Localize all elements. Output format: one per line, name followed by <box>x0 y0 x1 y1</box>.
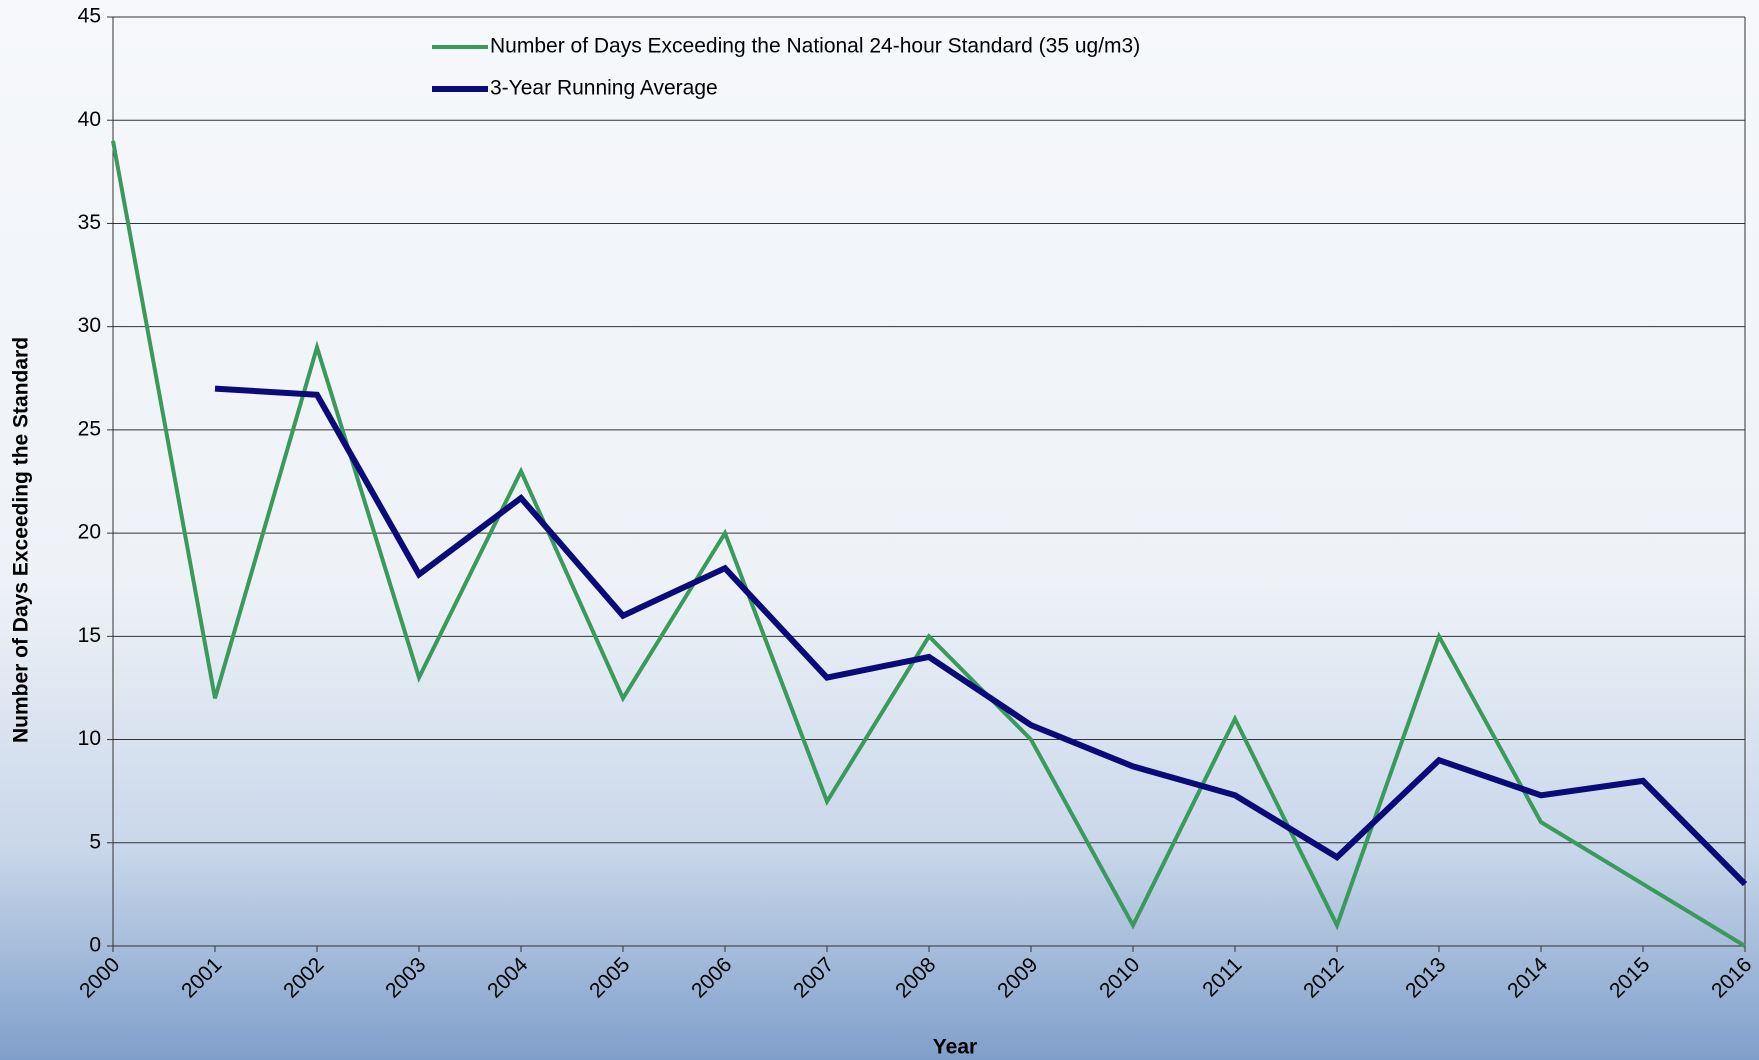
page: Number of Days Exceeding the Standard Ye… <box>0 0 1759 1060</box>
x-tick-label: 2002 <box>279 953 328 1002</box>
x-tick-label: 2015 <box>1605 953 1654 1002</box>
legend-label: 3-Year Running Average <box>490 77 718 100</box>
x-tick-label: 2009 <box>993 953 1042 1002</box>
y-tick-label: 15 <box>78 624 101 647</box>
y-tick-label: 40 <box>78 108 101 131</box>
y-tick-label: 45 <box>78 5 101 28</box>
x-axis-title: Year <box>933 1036 977 1059</box>
x-tick-label: 2014 <box>1503 953 1553 1003</box>
y-tick-label: 20 <box>78 521 101 544</box>
y-tick-label: 35 <box>78 211 101 234</box>
y-axis-title: Number of Days Exceeding the Standard <box>10 337 33 743</box>
x-tick-label: 2006 <box>687 953 736 1002</box>
y-tick-label: 30 <box>78 314 101 337</box>
x-tick-label: 2008 <box>891 953 940 1002</box>
series-line <box>113 141 1745 946</box>
chart: Number of Days Exceeding the Standard Ye… <box>0 0 1759 1060</box>
x-tick-label: 2010 <box>1095 953 1144 1002</box>
x-tick-label: 2001 <box>177 953 226 1002</box>
y-tick-label: 0 <box>89 934 101 957</box>
y-tick-label: 25 <box>78 417 101 440</box>
x-tick-label: 2003 <box>381 953 430 1002</box>
y-tick-label: 5 <box>89 830 101 853</box>
x-tick-label: 2012 <box>1299 953 1348 1002</box>
x-tick-label: 2000 <box>75 953 124 1002</box>
x-tick-label: 2005 <box>585 953 634 1002</box>
x-tick-label: 2004 <box>483 953 533 1003</box>
x-tick-label: 2011 <box>1198 953 1246 1001</box>
x-tick-label: 2016 <box>1707 953 1756 1002</box>
y-tick-label: 10 <box>78 727 101 750</box>
x-tick-label: 2013 <box>1401 953 1450 1002</box>
legend-label: Number of Days Exceeding the National 24… <box>490 35 1140 58</box>
x-tick-label: 2007 <box>789 953 838 1002</box>
